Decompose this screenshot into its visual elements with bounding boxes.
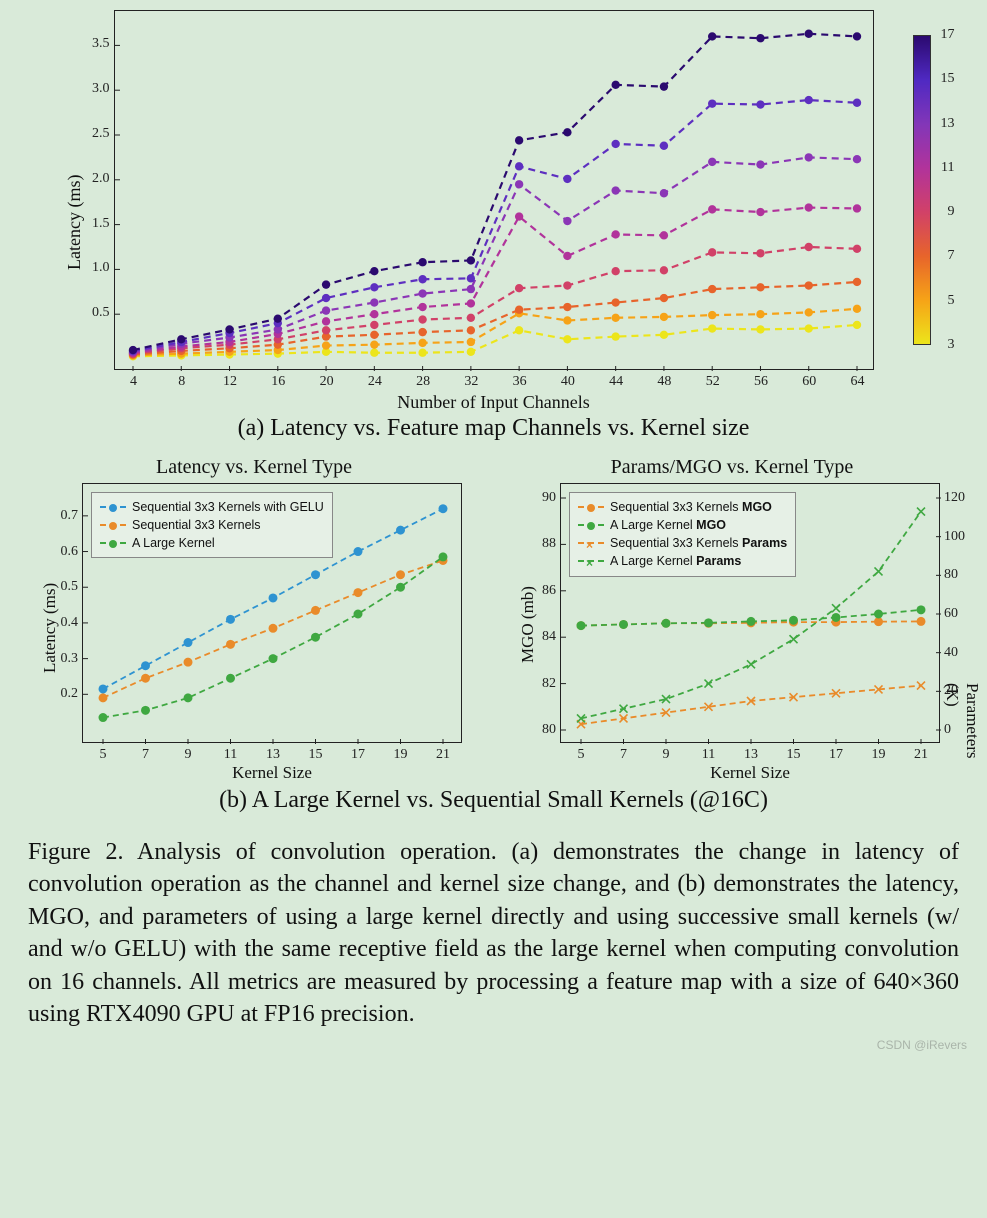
chart-a-ylabel: Latency (ms) xyxy=(64,175,85,270)
chart-b-left-title: Latency vs. Kernel Type xyxy=(28,456,480,479)
watermark: CSDN @iRevers xyxy=(877,1038,967,1052)
chart-b-left-legend: Sequential 3x3 Kernels with GELUSequenti… xyxy=(91,492,333,558)
kernel-size-colorbar xyxy=(913,35,931,345)
chart-b-right-panel: Params/MGO vs. Kernel Type MGO (mb) Para… xyxy=(506,456,958,783)
chart-b-right-plot: Sequential 3x3 Kernels MGOA Large Kernel… xyxy=(560,483,940,743)
chart-b-row: Latency vs. Kernel Type Latency (ms) Seq… xyxy=(28,456,959,783)
chart-a-plot: 357911131517 Kernel Size xyxy=(114,10,874,370)
figure-page: Latency (ms) 357911131517 Kernel Size Nu… xyxy=(0,0,987,1060)
chart-b-subcaption: (b) A Large Kernel vs. Sequential Small … xyxy=(28,787,959,814)
chart-a-svg xyxy=(115,11,875,371)
chart-a-xlabel: Number of Input Channels xyxy=(114,392,874,413)
chart-b-left-plot: Sequential 3x3 Kernels with GELUSequenti… xyxy=(82,483,462,743)
chart-b-right-legend: Sequential 3x3 Kernels MGOA Large Kernel… xyxy=(569,492,796,577)
chart-b-right-title: Params/MGO vs. Kernel Type xyxy=(506,456,958,479)
chart-b-left-panel: Latency vs. Kernel Type Latency (ms) Seq… xyxy=(28,456,480,783)
chart-b-left-xlabel: Kernel Size xyxy=(82,763,462,783)
chart-a-container: Latency (ms) 357911131517 Kernel Size Nu… xyxy=(44,10,944,442)
chart-a-subcaption: (a) Latency vs. Feature map Channels vs.… xyxy=(44,415,944,442)
figure-caption: Figure 2. Analysis of convolution operat… xyxy=(28,836,959,1030)
chart-b-right-xlabel: Kernel Size xyxy=(560,763,940,783)
